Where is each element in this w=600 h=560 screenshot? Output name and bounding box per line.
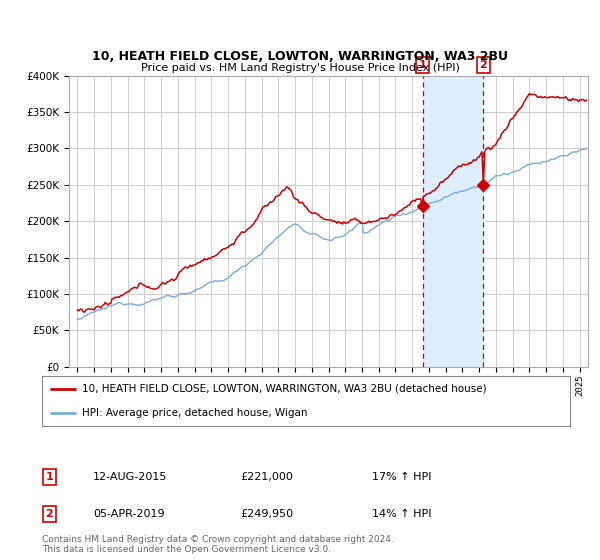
Text: 10, HEATH FIELD CLOSE, LOWTON, WARRINGTON, WA3 2BU (detached house): 10, HEATH FIELD CLOSE, LOWTON, WARRINGTO… (82, 384, 486, 394)
Text: HPI: Average price, detached house, Wigan: HPI: Average price, detached house, Wiga… (82, 408, 307, 418)
Text: 17% ↑ HPI: 17% ↑ HPI (372, 472, 431, 482)
Text: 2: 2 (46, 509, 53, 519)
Text: £249,950: £249,950 (240, 509, 293, 519)
Text: 1: 1 (419, 60, 427, 70)
Text: 1: 1 (46, 472, 53, 482)
Text: Contains HM Land Registry data © Crown copyright and database right 2024.
This d: Contains HM Land Registry data © Crown c… (42, 535, 394, 554)
Text: 14% ↑ HPI: 14% ↑ HPI (372, 509, 431, 519)
Text: 2: 2 (479, 60, 487, 70)
Text: £221,000: £221,000 (240, 472, 293, 482)
Text: 05-APR-2019: 05-APR-2019 (93, 509, 164, 519)
Bar (422, 76, 484, 367)
Text: 10, HEATH FIELD CLOSE, LOWTON, WARRINGTON, WA3 2BU: 10, HEATH FIELD CLOSE, LOWTON, WARRINGTO… (92, 49, 508, 63)
Text: Price paid vs. HM Land Registry's House Price Index (HPI): Price paid vs. HM Land Registry's House … (140, 63, 460, 73)
Text: 12-AUG-2015: 12-AUG-2015 (93, 472, 167, 482)
